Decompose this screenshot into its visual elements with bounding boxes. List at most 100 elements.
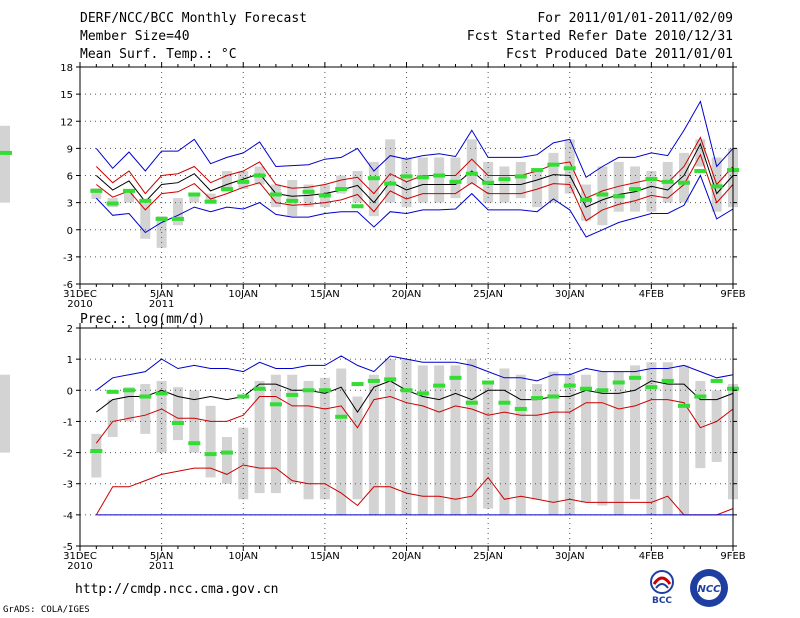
temperature-box-29 [548,152,559,203]
temperature-observed-41 [0,150,12,155]
temperature-observed-30 [563,166,576,171]
source-url[interactable]: http://cmdp.ncc.cma.gov.cn [75,582,279,597]
precipitation-series-mean [95,380,734,414]
precipitation-box-23 [450,365,461,515]
temperature-box-17 [352,170,363,203]
temperature-observed-6 [171,216,184,221]
temperature-observed-8 [204,199,217,204]
temperature-ytick-label-4: 6 [67,172,73,183]
temperature-box-1 [91,188,102,200]
temperature-box-21 [417,157,428,203]
precipitation-observed-33 [612,380,625,385]
temperature-observed-25 [482,180,495,185]
precipitation-observed-30 [563,383,576,388]
forecast-start-date: Fcst Started Refer Date 2010/12/31 [466,29,733,44]
precipitation-box-31 [581,374,592,503]
temperature-observed-31 [580,197,593,202]
precipitation-observed-27 [514,406,527,411]
precipitation-observed-37 [678,403,691,408]
temperature-observed-14 [302,189,315,194]
temperature-observed-35 [645,177,658,182]
precipitation-series-p10 [95,464,734,516]
temperature-observed-37 [678,180,691,185]
precipitation-observed-39 [710,378,723,383]
precipitation-box-11 [254,380,265,494]
temperature-observed-10 [237,179,250,184]
temperature-ytick-label-5: 9 [67,144,73,155]
temperature-observed-21 [416,175,429,180]
temperature-observed-1 [90,188,103,193]
precipitation-observed-7 [188,441,201,446]
precipitation-observed-13 [286,392,299,397]
precipitation-observed-25 [482,380,495,385]
precipitation-box-13 [287,374,298,484]
precipitation-box-1 [91,433,102,478]
temperature-observed-19 [384,181,397,186]
temperature-ytick-label-7: 15 [60,90,73,101]
temperature-observed-5 [155,216,168,221]
temperature-series-mean [95,142,734,208]
precipitation-xtick-label-5-0: 25JAN [473,551,503,562]
precipitation-xtick-label-4-0: 20JAN [392,551,422,562]
temperature-series-p90 [95,136,734,199]
precipitation-ytick-label-7: 2 [67,324,73,335]
precipitation-observed-38 [694,394,707,399]
temperature-ytick-label-1: -3 [63,253,73,264]
temperature-observed-11 [253,173,266,178]
temperature-ytick-label-0: -6 [63,280,73,291]
precipitation-observed-6 [171,420,184,425]
precipitation-box-39 [711,390,722,462]
precipitation-observed-29 [547,394,560,399]
variable-label: Mean Surf. Temp.: °C [80,47,237,62]
precipitation-panel-title: Prec.: log(mm/d) [80,312,205,327]
precipitation-box-33 [613,371,624,515]
precipitation-box-26 [499,368,510,515]
precipitation-observed-12 [269,402,282,407]
precipitation-box-22 [434,365,445,515]
temperature-box-8 [205,193,216,203]
temperature-observed-12 [269,192,282,197]
precipitation-ytick-label-1: -4 [63,511,73,522]
precipitation-observed-5 [155,391,168,396]
precipitation-box-5 [156,380,167,453]
precipitation-box-37 [679,365,690,515]
precipitation-observed-9 [220,450,233,455]
temperature-box-35 [646,170,657,212]
precipitation-box-2 [107,399,118,437]
precipitation-box-24 [466,359,477,515]
temperature-box-41 [0,125,10,203]
temperature-observed-17 [351,204,364,209]
grads-credit: GrADS: COLA/IGES [3,605,90,615]
precipitation-observed-18 [367,378,380,383]
temperature-observed-28 [531,168,544,173]
precipitation-ytick-label-3: -2 [63,449,73,460]
temperature-observed-39 [710,184,723,189]
temperature-box-6 [172,198,183,226]
temperature-observed-24 [465,171,478,176]
precipitation-ytick-label-5: 0 [67,386,73,397]
precipitation-ytick-label-2: -3 [63,480,73,491]
precipitation-observed-35 [645,385,658,390]
temperature-observed-13 [286,198,299,203]
temperature-observed-15 [318,193,331,198]
temperature-box-9 [221,170,232,192]
precipitation-xtick-label-6-0: 30JAN [555,551,585,562]
temperature-box-31 [581,184,592,221]
precipitation-box-6 [172,387,183,441]
precipitation-observed-28 [531,396,544,401]
temperature-observed-2 [106,201,119,206]
precipitation-observed-17 [351,382,364,387]
precipitation-box-30 [564,374,575,515]
temperature-box-19 [385,139,396,203]
temperature-xtick-label-6-0: 30JAN [555,289,585,300]
precipitation-box-3 [123,387,134,422]
precipitation-observed-8 [204,452,217,457]
precipitation-observed-24 [465,400,478,405]
temperature-xtick-label-0-0: 31DEC [63,289,97,300]
precipitation-box-7 [189,390,200,453]
bcc-logo: BCC [650,570,674,606]
precipitation-observed-34 [629,375,642,380]
precipitation-xtick-label-8-0: 9FEB [720,551,745,562]
precipitation-xtick-label-0-0: 31DEC [63,551,97,562]
